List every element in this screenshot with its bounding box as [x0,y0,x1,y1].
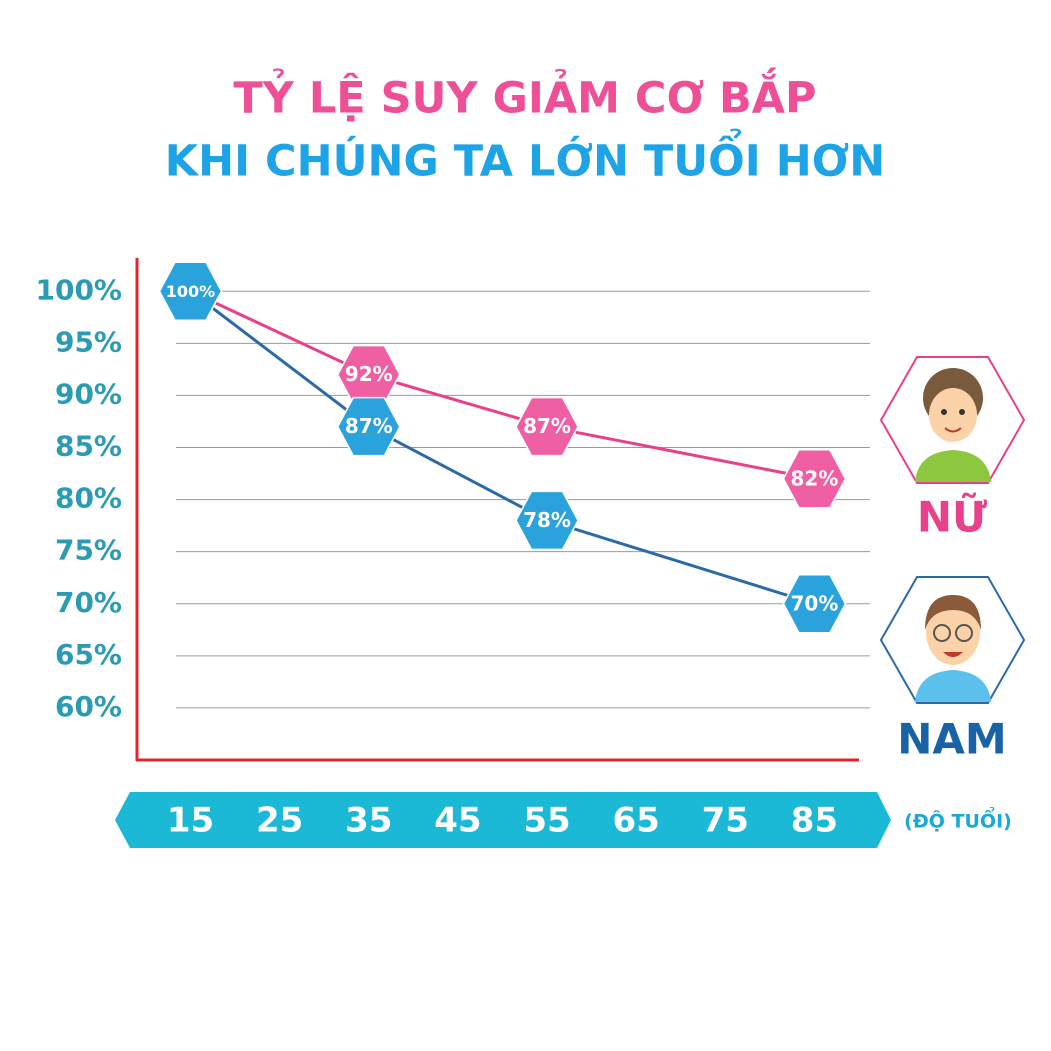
x-tick-label: 25 [256,801,303,841]
x-tick-label: 65 [612,801,659,841]
y-tick-label: 90% [55,377,122,410]
grid [176,290,870,709]
y-tick-label: 100% [35,273,122,306]
point-marker [782,574,847,634]
x-tick-label: 55 [523,801,570,841]
chart-subtitle: KHI CHÚNG TA LỚN TUỔI HƠN [165,129,885,187]
y-tick-label: 95% [55,325,122,358]
data-label: 87% [523,414,571,438]
point-marker [515,490,579,551]
female-avatar [879,356,1026,484]
y-tick-label: 75% [55,534,122,567]
legend: NỮ NAM [897,492,1006,764]
x-axis-label: (ĐỘ TUỔI) [904,806,1012,833]
series-line [189,289,815,481]
point-marker [782,449,847,509]
data-label: 70% [790,591,838,615]
data-label: 100% [166,282,215,301]
data-label: 92% [345,362,393,386]
male-avatar [879,576,1026,704]
x-tick-label: 85 [791,801,838,841]
data-label: 87% [345,414,393,438]
legend-label: NAM [897,715,1006,764]
legend-label: NỮ [917,492,987,542]
y-tick-label: 60% [55,690,122,723]
y-tick-label: 85% [55,430,122,463]
point-marker [158,261,223,321]
data-label: 78% [523,508,571,532]
point-marker [515,396,579,457]
y-tick-label: 80% [55,482,122,515]
x-axis-band [115,792,891,848]
series-line [189,290,815,606]
x-tick-label: 45 [434,801,481,841]
x-tick-label: 75 [702,801,749,841]
y-tick-label: 70% [55,586,122,619]
point-marker [336,396,401,457]
chart-title: TỶ LỆ SUY GIẢM CƠ BẮP [233,67,816,124]
x-tick-label: 15 [167,801,214,841]
data-label: 82% [790,466,838,490]
y-tick-label: 65% [55,638,122,671]
x-tick-label: 35 [345,801,392,841]
